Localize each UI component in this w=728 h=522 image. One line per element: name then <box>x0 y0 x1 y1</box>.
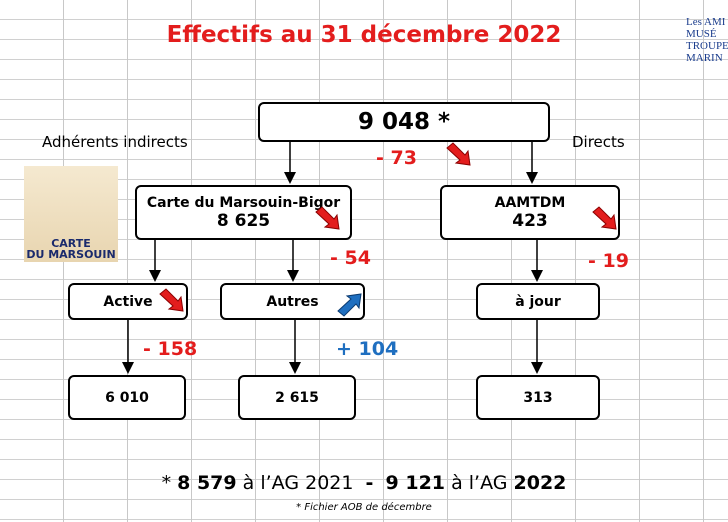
change: - 54 <box>330 247 371 269</box>
footer-part: à l’AG <box>451 472 507 494</box>
footer-part: * <box>162 472 172 494</box>
footer-part: 8 579 <box>177 472 237 494</box>
change: - 158 <box>143 338 197 360</box>
footer-part: 9 121 <box>386 472 446 494</box>
footer-part: 2022 <box>514 472 567 494</box>
footer-part: à l’AG 2021 <box>243 472 354 494</box>
footer-part: - <box>366 472 374 494</box>
page: Effectifs au 31 décembre 2022 Les AMIMUS… <box>0 0 728 522</box>
change: + 104 <box>336 338 398 360</box>
note: * Fichier AOB de décembre <box>0 502 728 513</box>
footer: * 8 579 à l’AG 2021 - 9 121 à l’AG 2022 <box>0 472 728 494</box>
change: - 19 <box>588 250 629 272</box>
change: - 73 <box>376 147 417 169</box>
